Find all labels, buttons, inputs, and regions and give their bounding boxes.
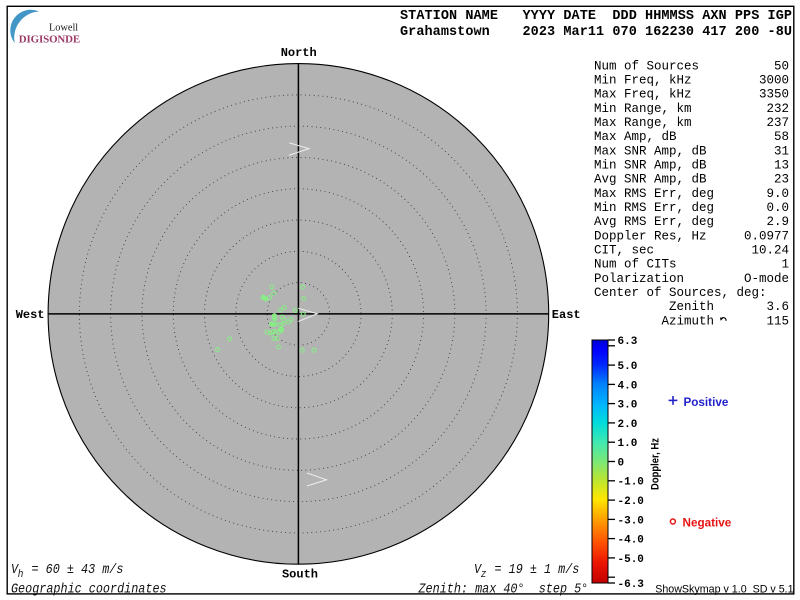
svg-text:2.0: 2.0 — [618, 419, 638, 431]
svg-text:Min RMS Err, deg 0.0: Min RMS Err, deg 0.0 — [594, 201, 789, 215]
svg-text:Zenith: max 40° step 5°: Zenith: max 40° step 5° — [418, 580, 589, 596]
svg-text:Geographic coordinates: Geographic coordinates — [11, 580, 167, 596]
svg-text:West: West — [16, 308, 45, 322]
svg-text:Avg SNR Amp, dB 23: Avg SNR Amp, dB 23 — [594, 173, 789, 187]
svg-text:Max Amp, dB 58: Max Amp, dB 58 — [594, 130, 789, 144]
svg-text:Negative: Negative — [683, 516, 732, 529]
svg-text:1.0: 1.0 — [618, 438, 638, 450]
svg-text:Grahamstown 2023 Mar11 070: Grahamstown 2023 Mar11 070 162230 417 20… — [400, 25, 792, 40]
svg-text:Center of Sources, deg:: Center of Sources, deg: — [594, 286, 767, 300]
svg-text:Avg RMS Err, deg 2.9: Avg RMS Err, deg 2.9 — [594, 215, 789, 229]
svg-text:-1.0: -1.0 — [618, 477, 644, 489]
svg-text:Max RMS Err, deg 9.0: Max RMS Err, deg 9.0 — [594, 187, 789, 201]
svg-text:Num of Sources 50: Num of Sources 50 — [594, 59, 789, 73]
svg-text:4.0: 4.0 — [618, 380, 638, 392]
svg-text:Doppler, Hz: Doppler, Hz — [649, 438, 661, 490]
svg-text:-5.0: -5.0 — [618, 554, 644, 566]
svg-text:-2.0: -2.0 — [618, 496, 644, 508]
svg-text:-4.0: -4.0 — [618, 535, 644, 547]
svg-text:V: V — [11, 561, 19, 577]
svg-text:V: V — [474, 561, 482, 577]
svg-text:Min SNR Amp, dB 13: Min SNR Amp, dB 13 — [594, 159, 789, 173]
svg-text:Azimuth 115: Azimuth 115 — [594, 314, 789, 328]
svg-text:Min Range, km 232: Min Range, km 232 — [594, 102, 789, 116]
svg-text:h: h — [18, 568, 24, 581]
svg-text:z: z — [481, 568, 487, 581]
svg-text:Polarization O-mode: Polarization O-mode — [594, 272, 789, 286]
svg-text:CIT, sec 10.24: CIT, sec 10.24 — [594, 244, 789, 258]
svg-text:North: North — [281, 46, 317, 60]
svg-text:ShowSkymap v 1.0 SD v 5.1: ShowSkymap v 1.0 SD v 5.1 — [655, 583, 793, 595]
svg-text:Max SNR Amp, dB 31: Max SNR Amp, dB 31 — [594, 144, 789, 158]
svg-text:STATION NAME YYYY DATE DDD: STATION NAME YYYY DATE DDD HHMMSS AXN PP… — [400, 9, 792, 24]
svg-text:South: South — [282, 568, 318, 582]
svg-text:DIGISONDE: DIGISONDE — [19, 34, 80, 46]
svg-text:East: East — [552, 308, 581, 322]
svg-text:6.3: 6.3 — [618, 336, 638, 348]
svg-text:Num of CITs 1: Num of CITs 1 — [594, 258, 789, 272]
svg-text:3.0: 3.0 — [618, 400, 638, 412]
svg-text:-6.3: -6.3 — [618, 579, 645, 591]
svg-text:0: 0 — [618, 457, 625, 469]
svg-text:Lowell: Lowell — [49, 22, 78, 33]
svg-text:Max Freq, kHz 3350: Max Freq, kHz 3350 — [594, 88, 789, 102]
svg-text:Positive: Positive — [684, 396, 729, 409]
svg-text:Zenith 3.6: Zenith 3.6 — [594, 300, 789, 314]
svg-text:= 19 ± 1 m/s: = 19 ± 1 m/s — [495, 561, 580, 577]
svg-text:Doppler Res, Hz 0.0977: Doppler Res, Hz 0.0977 — [594, 229, 789, 243]
svg-text:Max Range, km 237: Max Range, km 237 — [594, 116, 789, 130]
svg-text:= 60 ± 43 m/s: = 60 ± 43 m/s — [31, 561, 123, 577]
svg-text:Min Freq, kHz 3000: Min Freq, kHz 3000 — [594, 74, 789, 88]
svg-text:5.0: 5.0 — [618, 361, 638, 373]
svg-text:-3.0: -3.0 — [618, 515, 644, 527]
